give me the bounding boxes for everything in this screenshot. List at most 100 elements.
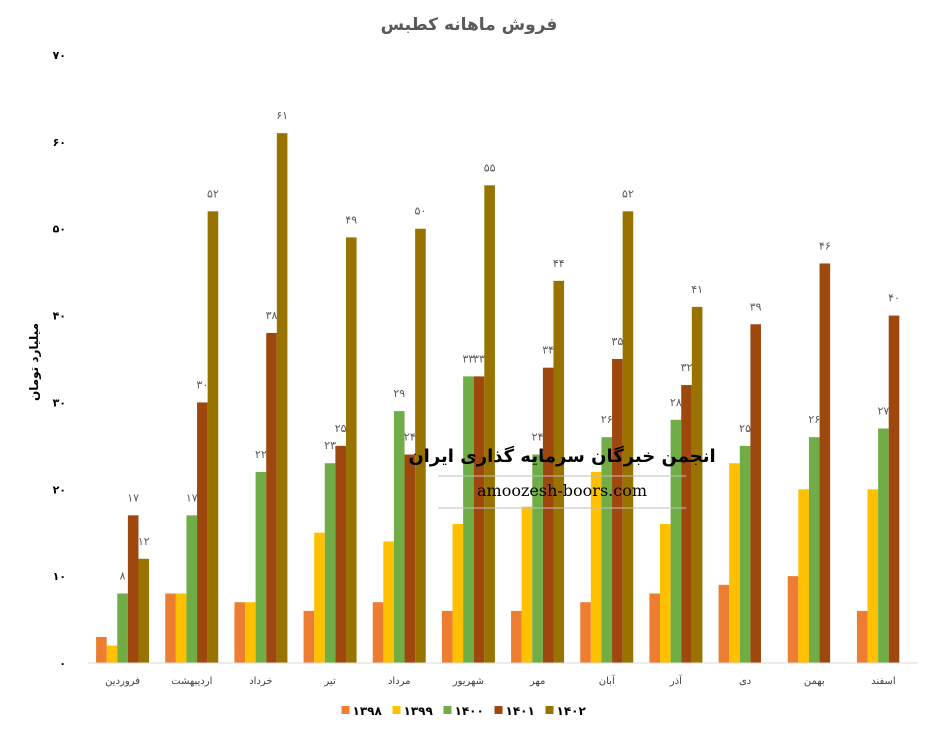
bar (649, 593, 661, 663)
bar (372, 602, 384, 663)
bar (660, 524, 671, 663)
category-label: دی (739, 676, 751, 687)
data-label: ۴۴ (553, 257, 565, 270)
bar (463, 376, 474, 663)
bar (127, 515, 139, 663)
bar (856, 610, 868, 663)
bar (345, 237, 357, 663)
bar (729, 463, 740, 663)
bar (452, 524, 464, 663)
legend-label: ۱۳۹۹ (404, 704, 434, 718)
data-label: ۳۳ (463, 352, 475, 365)
bar (532, 454, 543, 663)
data-label: ۲۶ (601, 413, 613, 426)
bar (691, 306, 703, 663)
bar (393, 411, 405, 663)
category-label: بهمن (804, 676, 825, 687)
bar (245, 602, 256, 663)
y-tick-label: ۷۰ (53, 49, 66, 62)
data-label: ۱۷ (127, 491, 139, 504)
bar (808, 437, 820, 663)
category-label: اردیبهشت (171, 676, 212, 687)
y-tick-label: ۰ (59, 657, 66, 670)
bar (750, 324, 761, 663)
data-label: ۲۸ (670, 396, 682, 409)
data-label: ۲۵ (739, 422, 751, 435)
y-tick-label: ۶۰ (53, 136, 66, 149)
bar (819, 263, 831, 663)
bar (303, 610, 315, 663)
legend-label: ۱۴۰۰ (455, 704, 484, 718)
y-tick-label: ۵۰ (53, 223, 66, 236)
bars-group (96, 133, 900, 664)
data-label: ۲۴ (532, 431, 544, 444)
data-label: ۶۱ (276, 109, 288, 122)
y-tick-label: ۳۰ (53, 396, 66, 409)
bar (404, 454, 416, 663)
bar (681, 385, 692, 663)
data-label: ۲۵ (335, 422, 347, 435)
legend-label: ۱۳۹۸ (353, 704, 383, 718)
data-label: ۴۰ (888, 292, 900, 305)
data-label: ۲۷ (878, 404, 890, 417)
category-label: مهر (529, 676, 545, 687)
bar (175, 593, 187, 663)
bar (276, 133, 288, 664)
bar (867, 489, 879, 663)
legend-label: ۱۴۰۲ (557, 704, 587, 718)
y-axis-ticks: ۰ ۱۰ ۲۰ ۳۰ ۴۰ ۵۰ ۶۰ ۷۰ (53, 49, 66, 670)
bar (96, 636, 107, 663)
watermark-title: انجمن خبرگان سرمایه گذاری ایران (408, 445, 715, 467)
bar (441, 610, 453, 663)
legend-swatch (545, 706, 554, 714)
bar (314, 532, 325, 663)
y-tick-label: ۴۰ (53, 310, 66, 323)
category-label: تیر (323, 676, 336, 687)
y-axis-label: میلیارد تومان (27, 323, 42, 401)
data-label: ۳۸ (266, 309, 278, 322)
data-label: ۴۹ (345, 213, 357, 226)
category-label: فروردین (105, 676, 140, 687)
bar (117, 593, 128, 663)
legend-swatch (494, 706, 503, 714)
legend-swatch (392, 706, 401, 714)
bar (601, 437, 613, 663)
data-label: ۳۴ (542, 344, 554, 357)
bar (197, 402, 208, 663)
data-label: ۳۲ (681, 361, 693, 374)
category-labels: فروردین اردیبهشت خرداد تیر مرداد شهریور مهر آبا… (105, 674, 895, 687)
legend-swatch (443, 706, 452, 714)
bar (670, 419, 682, 663)
data-label: ۱۲ (138, 535, 150, 548)
data-label: ۲۴ (404, 431, 416, 444)
bar (266, 332, 277, 663)
data-label: ۸ (120, 570, 126, 583)
bar (580, 602, 591, 663)
data-label: ۳۰ (196, 378, 208, 391)
bar (383, 541, 394, 663)
category-label: مرداد (388, 676, 411, 687)
category-label: خرداد (249, 676, 272, 687)
bar (612, 359, 623, 663)
bar (255, 471, 267, 663)
bar (888, 315, 900, 663)
data-label: ۳۵ (611, 335, 623, 348)
bar (234, 602, 246, 663)
legend-label: ۱۴۰۱ (506, 704, 535, 718)
watermark: انجمن خبرگان سرمایه گذاری ایران amoozesh… (408, 445, 716, 509)
data-label: ۲۳ (324, 439, 336, 452)
bar (718, 584, 730, 663)
category-label: شهریور (452, 676, 484, 687)
data-label: ۳۹ (750, 300, 762, 313)
bar (878, 428, 889, 663)
data-label: ۴۱ (691, 283, 703, 296)
bar (165, 593, 176, 663)
category-label: اسفند (871, 676, 895, 687)
bar (138, 558, 150, 663)
watermark-url: amoozesh-boors.com (477, 481, 647, 500)
bar (739, 445, 751, 663)
data-label: ۵۲ (622, 187, 634, 200)
legend: ۱۳۹۸ ۱۳۹۹ ۱۴۰۰ ۱۴۰۱ ۱۴۰۲ (341, 704, 587, 718)
data-label: ۴۶ (819, 239, 831, 252)
